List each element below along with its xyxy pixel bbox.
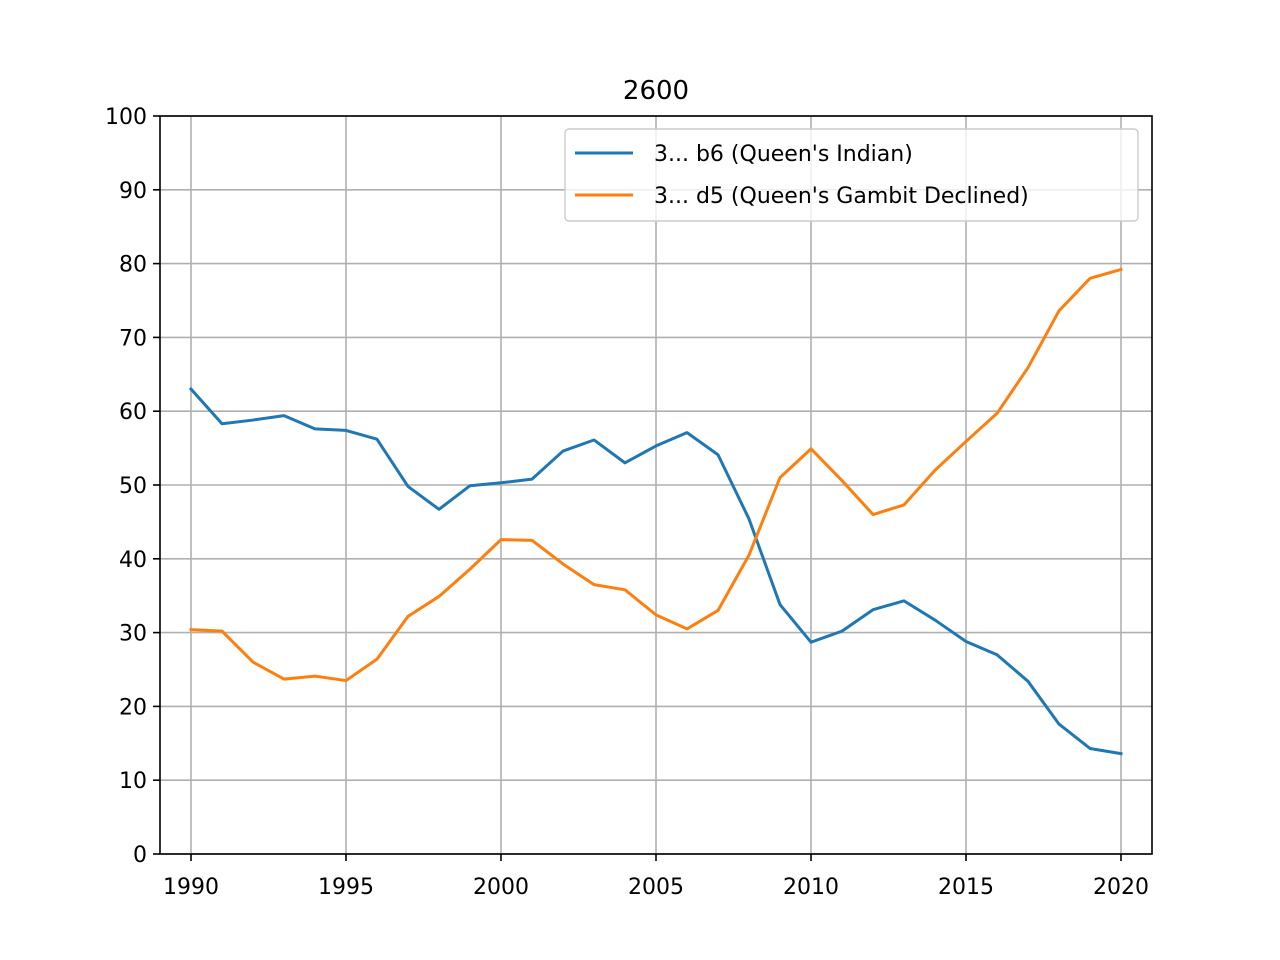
y-tick-label-90: 90 (119, 179, 147, 204)
x-tick-label-2020: 2020 (1093, 875, 1149, 900)
x-tick-label-1990: 1990 (163, 875, 219, 900)
legend: 3... b6 (Queen's Indian) 3... d5 (Queen'… (564, 128, 1139, 222)
y-tick-label-20: 20 (119, 695, 147, 720)
legend-label-queens-indian: 3... b6 (Queen's Indian) (654, 142, 913, 167)
x-tick-label-2005: 2005 (628, 875, 684, 900)
y-tick-label-70: 70 (119, 326, 147, 351)
series-line-queens-gambit-declined (189, 267, 1123, 683)
x-tick-label-2010: 2010 (783, 875, 839, 900)
legend-label-queens-gambit-declined: 3... d5 (Queen's Gambit Declined) (654, 184, 1029, 209)
y-tick-label-10: 10 (119, 769, 147, 794)
y-tick-label-0: 0 (133, 843, 147, 868)
x-axis: 1990 1995 2000 2005 2010 2015 2020 (163, 854, 1149, 900)
legend-frame (564, 128, 1139, 222)
y-axis: 0 10 20 30 40 50 60 70 80 90 100 (105, 105, 160, 868)
series-layer (188, 267, 1123, 756)
x-tick-label-2015: 2015 (938, 875, 994, 900)
y-tick-label-100: 100 (105, 105, 147, 130)
y-tick-label-80: 80 (119, 253, 147, 278)
y-tick-label-60: 60 (119, 400, 147, 425)
chart-title: 2600 (623, 76, 689, 106)
y-tick-label-30: 30 (119, 622, 147, 647)
y-tick-label-50: 50 (119, 474, 147, 499)
x-tick-label-1995: 1995 (318, 875, 374, 900)
x-tick-label-2000: 2000 (473, 875, 529, 900)
series-line-queens-indian (188, 386, 1123, 756)
y-tick-label-40: 40 (119, 548, 147, 573)
